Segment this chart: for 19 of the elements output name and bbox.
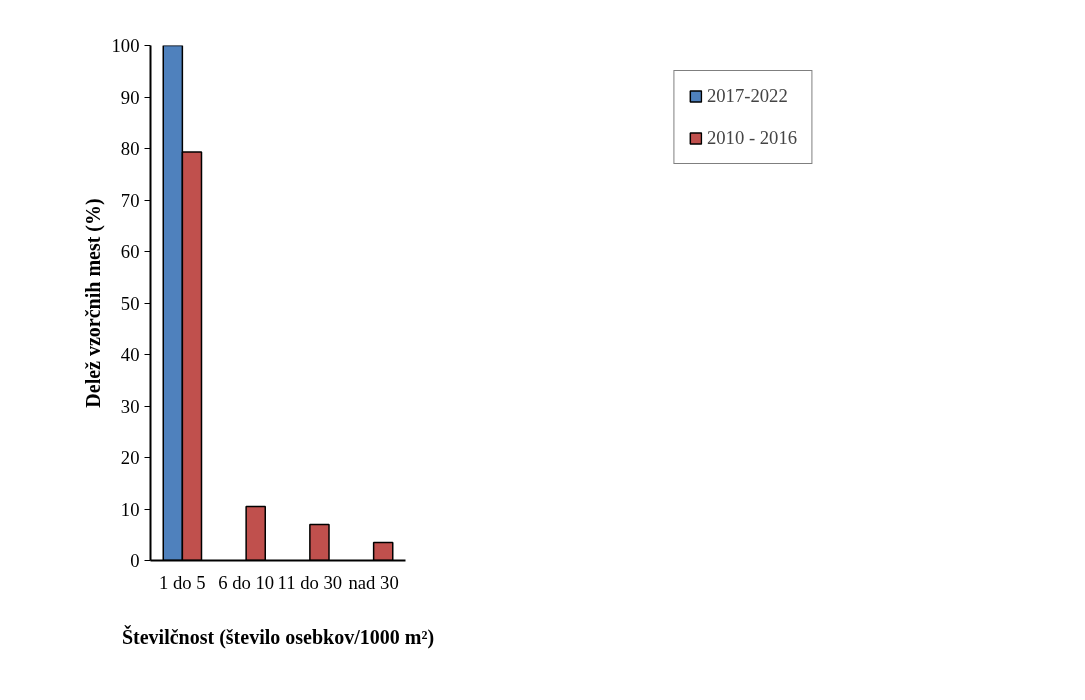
legend-label: 2010 - 2016 xyxy=(706,127,798,149)
x-tick-label: nad 30 xyxy=(348,571,399,593)
y-tick-label: 100 xyxy=(111,35,140,56)
y-tick-label: 40 xyxy=(120,344,140,365)
x-tick-label: 11 do 30 xyxy=(277,571,343,593)
y-tick-label: 70 xyxy=(120,189,140,211)
y-tick-label: 30 xyxy=(120,395,140,417)
y-tick-label: 10 xyxy=(120,498,140,520)
y-tick-label: 0 xyxy=(130,550,140,571)
y-axis-title: Delež vzorčnih mest (%) xyxy=(81,198,105,408)
x-axis-title: Številčnost (število osebkov/1000 m²) xyxy=(121,624,435,649)
y-tick-label: 80 xyxy=(120,138,140,159)
y-tick-label: 20 xyxy=(120,447,140,468)
y-tick-label: 90 xyxy=(120,86,140,108)
x-tick-label: 6 do 10 xyxy=(218,571,275,593)
y-tick-label: 50 xyxy=(120,292,140,314)
y-tick-label: 60 xyxy=(120,241,140,262)
x-tick-label: 1 do 5 xyxy=(159,571,206,593)
legend-label: 2017-2022 xyxy=(706,85,788,107)
